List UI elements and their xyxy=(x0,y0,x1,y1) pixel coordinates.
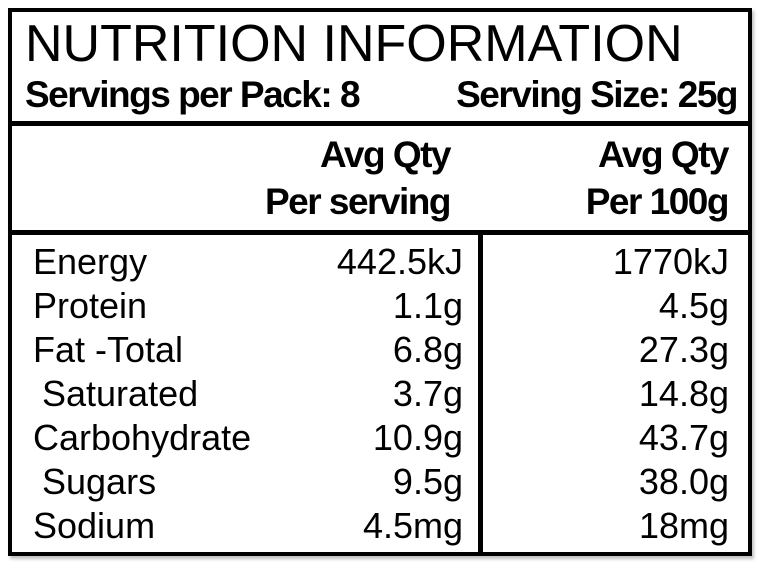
section-divider-top xyxy=(12,121,748,126)
nutrient-name: Saturated xyxy=(42,373,199,414)
table-row: Saturated 3.7g 14.8g xyxy=(12,372,748,416)
per-100g-header: Avg Qty Per 100g xyxy=(483,131,748,230)
per-100g-value: 1770kJ xyxy=(612,241,729,282)
per-100g-value: 38.0g xyxy=(638,461,729,502)
nutrient-name: Fat -Total xyxy=(33,329,184,370)
column-divider xyxy=(478,235,483,552)
per-100g-value: 4.5g xyxy=(658,285,729,326)
per-serving-header-line1: Avg Qty xyxy=(320,134,451,175)
per-serving-value: 10.9g xyxy=(372,417,463,458)
servings-per-pack: Servings per Pack: 8 xyxy=(25,74,361,115)
nutrient-name: Carbohydrate xyxy=(33,417,252,458)
section-divider-bottom xyxy=(12,230,748,235)
table-row: Fat -Total 6.8g 27.3g xyxy=(12,328,748,372)
per-serving-value: 4.5mg xyxy=(362,505,463,546)
per-100g-header-line2: Per 100g xyxy=(585,181,730,222)
table-row: Energy 442.5kJ 1770kJ xyxy=(12,240,748,284)
per-serving-header: Avg Qty Per serving xyxy=(12,131,478,230)
table-row: Sugars 9.5g 38.0g xyxy=(12,460,748,504)
per-serving-value: 6.8g xyxy=(392,329,463,370)
per-serving-value: 1.1g xyxy=(392,285,463,326)
serving-info: Servings per Pack: 8 Serving Size: 25g xyxy=(25,74,738,116)
serving-size: Serving Size: 25g xyxy=(456,74,738,115)
per-100g-value: 18mg xyxy=(638,505,729,546)
nutrient-name: Sodium xyxy=(33,505,156,546)
nutrient-name: Protein xyxy=(33,285,148,326)
nutrient-name: Energy xyxy=(33,241,148,282)
per-100g-value: 43.7g xyxy=(638,417,729,458)
per-100g-value: 27.3g xyxy=(638,329,729,370)
nutrient-table: Energy 442.5kJ 1770kJ Protein 1.1g 4.5g … xyxy=(12,235,748,552)
per-serving-value: 9.5g xyxy=(392,461,463,502)
title-section: NUTRITION INFORMATION Servings per Pack:… xyxy=(12,12,748,121)
nutrition-label: NUTRITION INFORMATION Servings per Pack:… xyxy=(8,8,752,556)
nutrient-name: Sugars xyxy=(42,461,157,502)
label-title: NUTRITION INFORMATION xyxy=(25,15,683,73)
table-row: Sodium 4.5mg 18mg xyxy=(12,504,748,548)
per-serving-value: 442.5kJ xyxy=(336,241,463,282)
per-serving-value: 3.7g xyxy=(392,373,463,414)
table-row: Protein 1.1g 4.5g xyxy=(12,284,748,328)
per-serving-header-line2: Per serving xyxy=(264,181,452,222)
table-row: Carbohydrate 10.9g 43.7g xyxy=(12,416,748,460)
per-100g-header-line1: Avg Qty xyxy=(598,134,729,175)
per-100g-value: 14.8g xyxy=(638,373,729,414)
column-headers: Avg Qty Per serving Avg Qty Per 100g xyxy=(12,126,748,230)
